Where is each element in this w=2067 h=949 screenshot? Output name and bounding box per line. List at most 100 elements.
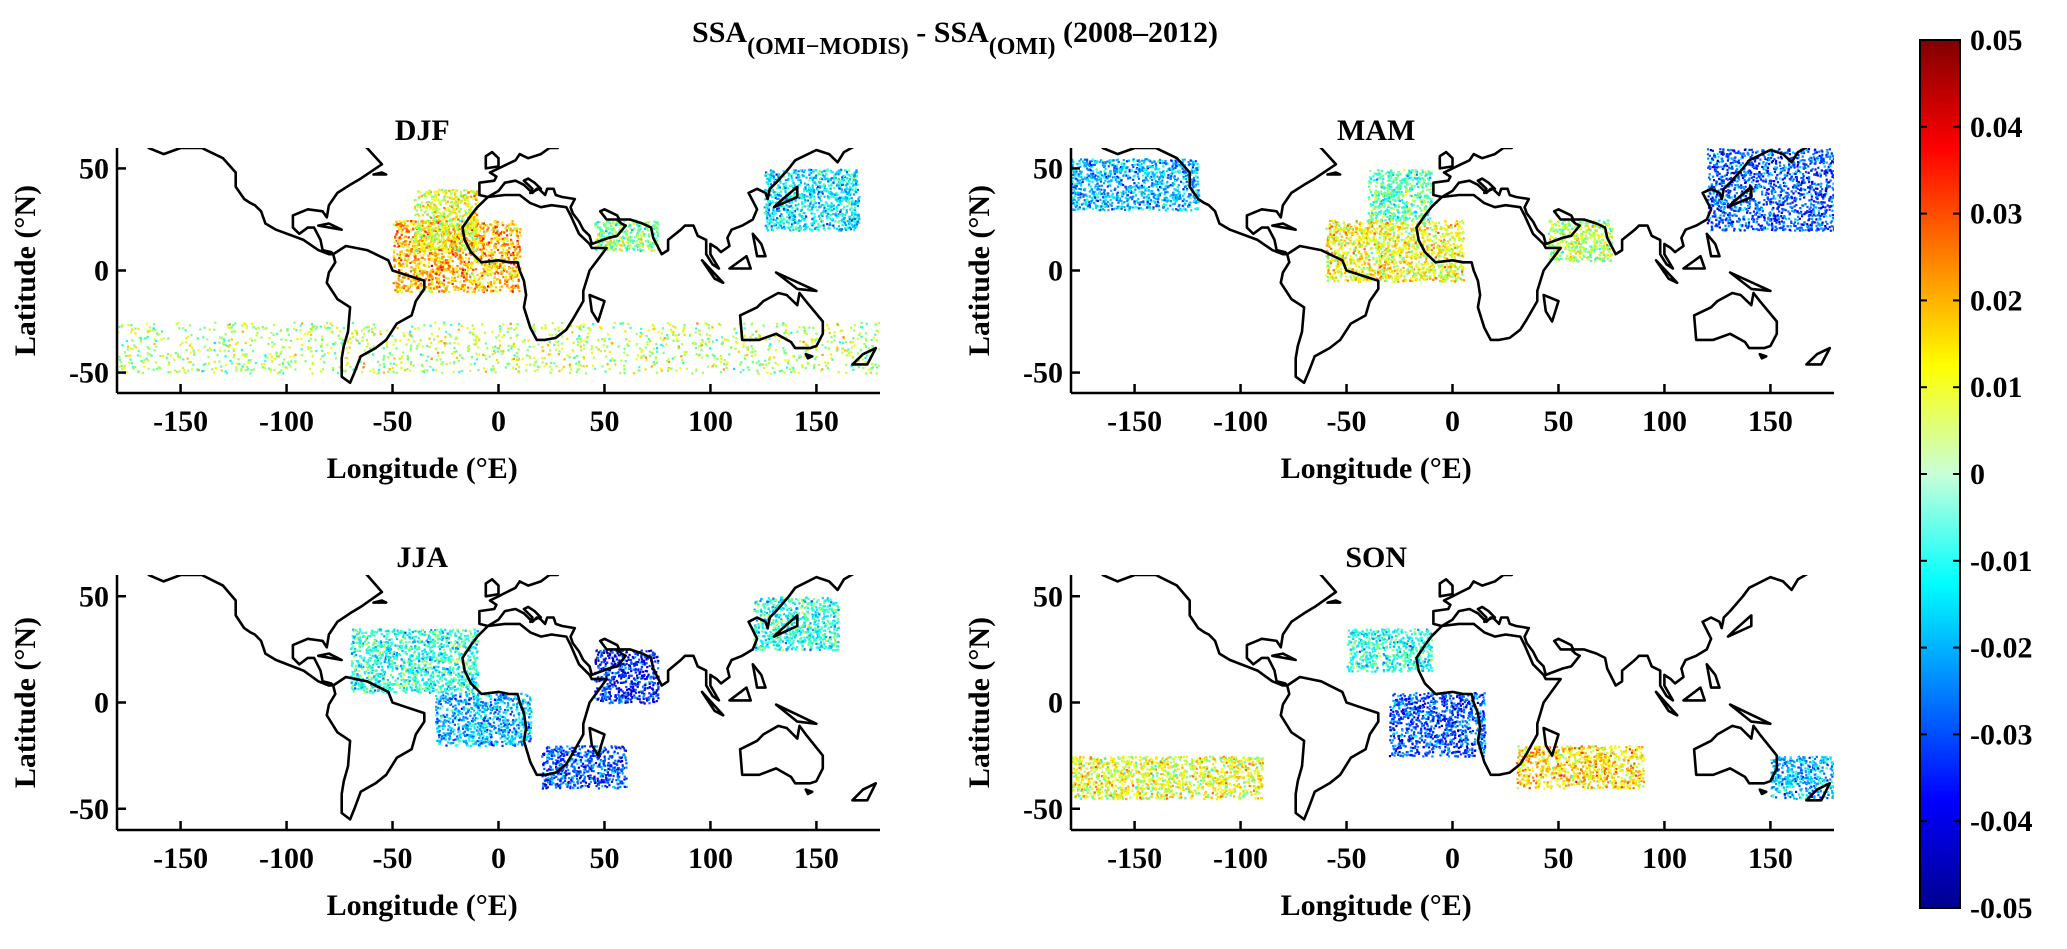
data-point — [417, 222, 420, 225]
data-point — [542, 350, 545, 353]
data-point — [646, 227, 649, 230]
data-point — [472, 288, 476, 291]
data-point — [771, 229, 774, 232]
data-point — [434, 347, 437, 350]
data-point — [438, 219, 441, 223]
data-point — [446, 223, 449, 226]
data-point — [804, 195, 807, 198]
data-point — [419, 236, 422, 239]
data-point — [279, 330, 282, 333]
data-point — [398, 244, 401, 248]
data-point — [492, 368, 495, 371]
data-point — [118, 365, 121, 368]
data-point — [289, 339, 292, 342]
data-point — [464, 224, 467, 227]
data-point — [775, 173, 778, 176]
data-point — [600, 229, 603, 232]
data-point — [642, 232, 645, 235]
data-point — [786, 198, 789, 201]
data-point — [647, 245, 650, 248]
coastline — [372, 171, 388, 176]
data-point — [701, 339, 704, 342]
data-point — [772, 176, 775, 179]
data-point — [429, 287, 432, 290]
data-point — [617, 345, 620, 348]
data-point — [827, 347, 831, 350]
data-point — [418, 223, 421, 226]
data-point — [496, 350, 499, 353]
data-point — [440, 269, 443, 272]
data-point — [311, 325, 314, 328]
data-point — [809, 228, 812, 231]
data-point — [870, 362, 874, 365]
data-point — [605, 229, 608, 232]
data-point — [463, 202, 466, 205]
data-point — [428, 282, 431, 286]
data-point — [1414, 253, 1417, 256]
data-point — [469, 222, 472, 225]
data-point — [438, 188, 441, 191]
data-point — [632, 372, 636, 375]
data-point — [420, 243, 423, 247]
data-point — [435, 270, 438, 273]
data-point — [407, 249, 410, 252]
data-point — [638, 238, 641, 241]
data-point — [459, 254, 462, 257]
data-point — [864, 361, 867, 364]
data-point — [390, 353, 393, 357]
data-point — [346, 356, 349, 360]
data-point — [518, 290, 521, 293]
data-point — [460, 238, 463, 241]
data-point — [470, 211, 473, 214]
data-point — [839, 186, 842, 189]
data-point — [823, 175, 826, 178]
data-point — [521, 340, 525, 343]
data-point — [517, 279, 520, 283]
data-point — [792, 218, 795, 221]
data-point — [484, 254, 488, 257]
data-point — [468, 214, 471, 217]
data-point — [765, 209, 768, 212]
data-point — [1326, 275, 1329, 279]
data-point — [1389, 223, 1392, 226]
data-point — [240, 369, 243, 372]
data-point — [459, 194, 462, 197]
data-point — [245, 353, 248, 356]
data-point — [620, 224, 623, 227]
data-point — [249, 372, 252, 375]
data-point — [401, 221, 404, 224]
data-point — [476, 220, 479, 223]
data-point — [451, 277, 454, 280]
data-point — [808, 191, 811, 194]
data-point — [404, 244, 407, 247]
data-point — [445, 191, 448, 194]
data-point — [843, 337, 846, 340]
data-point — [471, 236, 474, 239]
data-point — [427, 223, 430, 227]
data-point — [331, 368, 334, 372]
data-point — [814, 176, 817, 179]
data-point — [783, 371, 786, 374]
data-point — [515, 266, 518, 269]
data-point — [600, 234, 603, 237]
data-point — [683, 333, 686, 336]
data-point — [536, 368, 539, 372]
data-point — [213, 328, 216, 331]
data-point — [452, 285, 455, 289]
data-point — [392, 370, 395, 373]
data-point — [623, 364, 626, 367]
data-point — [1418, 278, 1421, 281]
data-point — [459, 259, 462, 263]
data-point — [778, 221, 781, 224]
data-point — [261, 366, 264, 369]
data-point — [670, 367, 673, 370]
data-point — [814, 338, 817, 341]
data-point — [418, 214, 421, 218]
data-point — [502, 350, 505, 353]
data-point — [532, 325, 535, 328]
data-point — [1456, 232, 1459, 235]
data-point — [614, 247, 617, 250]
data-point — [517, 348, 520, 351]
data-point — [427, 227, 430, 230]
data-point — [398, 286, 402, 289]
